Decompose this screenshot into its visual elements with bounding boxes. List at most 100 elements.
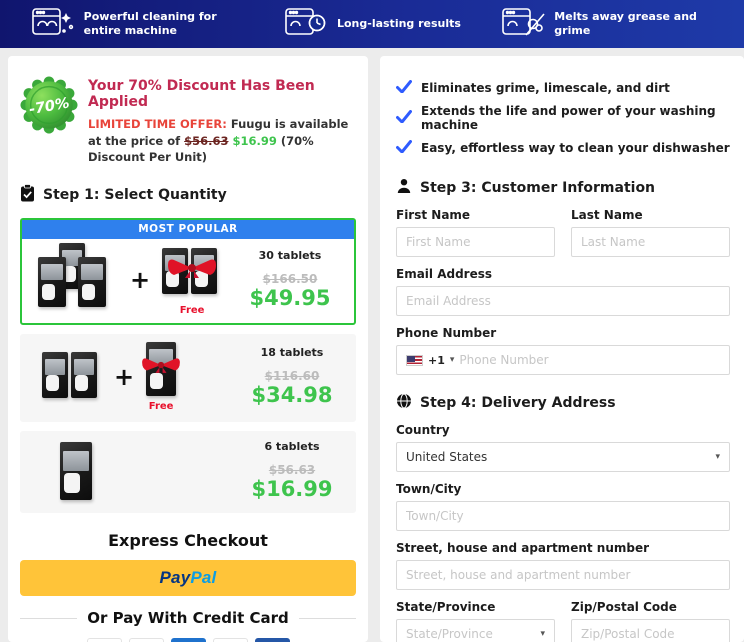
option-18-price: $34.98 — [251, 383, 333, 408]
accepted-cards: VISA AMEX DISCOVER AMERICAN EXPRESS — [20, 638, 356, 642]
phone-input[interactable] — [459, 347, 720, 373]
option-6-count: 6 tablets — [264, 440, 320, 454]
city-input[interactable] — [396, 501, 730, 531]
step3-title: Step 3: Customer Information — [420, 180, 656, 196]
option-6-price: $16.99 — [251, 477, 333, 502]
state-label: State/Province — [396, 600, 496, 614]
benefits-list: Eliminates grime, limescale, and dirt Ex… — [396, 80, 730, 156]
quantity-options: MOST POPULAR + — [20, 218, 356, 514]
product-image-1-pack — [60, 442, 92, 501]
zip-field-group: Zip/Postal Code — [571, 600, 730, 642]
person-icon — [396, 178, 412, 198]
step1-header: Step 1: Select Quantity — [20, 184, 356, 206]
country-select[interactable]: United States ▾ — [396, 442, 730, 472]
benefit-item: Easy, effortless way to clean your dishw… — [396, 140, 730, 156]
us-flag-icon — [406, 354, 423, 366]
banner-feature-1-label: Powerful cleaning for entire machine — [83, 9, 217, 37]
option-30-count: 30 tablets — [258, 249, 322, 263]
benefit-item: Eliminates grime, limescale, and dirt — [396, 80, 730, 96]
offer-old-price: $56.63 — [184, 133, 229, 148]
email-input[interactable] — [396, 286, 730, 316]
paypal-logo: PayPal — [160, 568, 217, 588]
option-18-product-images: + — [30, 342, 236, 412]
check-icon — [396, 80, 412, 96]
offer-body-1: Fuugu is available at the price of — [88, 117, 349, 148]
state-field-group: State/Province State/Province ▾ — [396, 600, 555, 642]
option-6-old-price: $56.63 — [268, 463, 316, 478]
city-label: Town/City — [396, 482, 462, 496]
option-30-tablets[interactable]: MOST POPULAR + — [20, 218, 356, 326]
discount-title: Your 70% Discount Has Been Applied — [88, 78, 315, 110]
product-image-3-pack — [32, 243, 118, 317]
banner-feature-3-label: Melts away grease and grime — [554, 9, 697, 37]
paypal-button[interactable]: PayPal — [20, 560, 356, 597]
email-field-group: Email Address — [396, 267, 730, 316]
check-icon — [396, 110, 412, 126]
product-image-free-2-pack — [162, 244, 222, 302]
city-field-group: Town/City — [396, 482, 730, 531]
step3-header: Step 3: Customer Information — [396, 178, 730, 198]
street-input[interactable] — [396, 560, 730, 590]
option-6-tablets[interactable]: 6 tablets $56.63 $16.99 — [20, 431, 356, 514]
product-image-2-pack — [42, 348, 102, 406]
mastercard-icon — [128, 638, 164, 642]
express-checkout-title: Express Checkout — [108, 531, 268, 551]
most-popular-badge: MOST POPULAR — [22, 220, 354, 240]
country-field-group: Country United States ▾ — [396, 423, 730, 472]
zip-label: Zip/Postal Code — [571, 600, 677, 614]
state-select[interactable]: State/Province ▾ — [396, 619, 555, 642]
banner-feature-2-label: Long-lasting results — [336, 16, 461, 30]
first-name-input[interactable] — [396, 227, 555, 257]
free-product-1-pack: Free — [142, 342, 180, 412]
dishwasher-no-grease-icon — [500, 5, 546, 43]
customer-panel: Eliminates grime, limescale, and dirt Ex… — [380, 56, 744, 642]
street-field-group: Street, house and apartment number — [396, 541, 730, 590]
visa-card-icon: VISA — [86, 638, 122, 642]
dishwasher-clock-icon — [283, 5, 329, 43]
benefit-text: Extends the life and power of your washi… — [421, 104, 716, 132]
last-name-input[interactable] — [571, 227, 730, 257]
dial-code-caret-icon[interactable]: ▾ — [449, 355, 455, 365]
chevron-down-icon: ▾ — [715, 452, 720, 462]
free-label: Free — [179, 305, 205, 317]
last-name-label: Last Name — [571, 208, 643, 222]
product-image-free-1-pack — [142, 342, 180, 398]
country-value: United States — [406, 450, 488, 464]
banner-feature-3: Melts away grease and grime — [500, 5, 714, 43]
option-18-old-price: $116.60 — [264, 369, 320, 384]
street-label: Street, house and apartment number — [396, 541, 650, 555]
discover-card-icon: DISCOVER — [212, 638, 248, 642]
offer-body-2: (70% Discount Per Unit) — [88, 133, 314, 165]
discount-badge-icon: -70% — [20, 76, 78, 138]
benefit-text: Eliminates grime, limescale, and dirt — [421, 81, 670, 95]
american-express-card-icon: AMERICAN EXPRESS — [254, 638, 290, 642]
check-icon — [396, 140, 412, 156]
zip-input[interactable] — [571, 619, 730, 642]
plus-sign: + — [114, 363, 135, 392]
dishwasher-sparkle-icon — [30, 5, 76, 43]
option-18-tablets[interactable]: + — [20, 334, 356, 423]
banner-feature-1: Powerful cleaning for entire machine — [30, 5, 244, 43]
svg-text:-70%: -70% — [28, 95, 71, 118]
discount-section: -70% Your 70% Discount Has Been Applied … — [20, 76, 356, 166]
step4-title: Step 4: Delivery Address — [420, 395, 616, 411]
clipboard-check-icon — [20, 184, 35, 206]
credit-card-title: Or Pay With Credit Card — [20, 609, 356, 627]
chevron-down-icon: ▾ — [540, 629, 545, 639]
offer-text: LIMITED TIME OFFER: Fuugu is available a… — [88, 116, 356, 166]
paypal-logo-pay: Pay — [159, 568, 191, 588]
email-label: Email Address — [396, 267, 493, 281]
country-label: Country — [396, 423, 450, 437]
gift-bow-icon — [164, 257, 220, 283]
features-banner: Powerful cleaning for entire machine Lon… — [0, 0, 744, 48]
plus-sign: + — [130, 266, 151, 295]
phone-label: Phone Number — [396, 326, 497, 340]
banner-feature-2: Long-lasting results — [283, 5, 461, 43]
state-placeholder: State/Province — [406, 627, 493, 641]
option-18-count: 18 tablets — [260, 346, 324, 360]
offer-label: LIMITED TIME OFFER: — [88, 117, 227, 131]
last-name-field-group: Last Name — [571, 208, 730, 257]
gift-bow-icon — [139, 355, 183, 379]
first-name-label: First Name — [396, 208, 471, 222]
phone-field-group: Phone Number +1 ▾ — [396, 326, 730, 375]
